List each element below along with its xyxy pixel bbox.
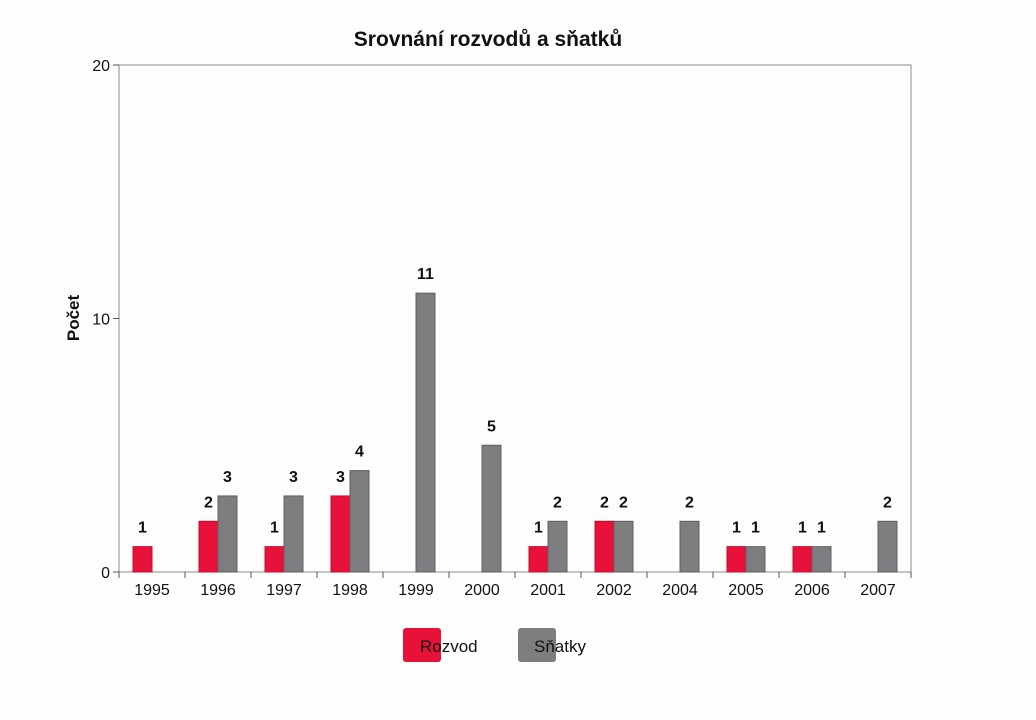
data-label-rozvod-2001: 1 — [534, 520, 543, 537]
y-tick-label: 20 — [92, 58, 110, 75]
data-label-sňatky-2005: 1 — [751, 520, 760, 537]
y-tick-label: 0 — [101, 565, 110, 582]
chart-title: Srovnání rozvodů a sňatků — [354, 28, 622, 51]
x-tick-label-1997: 1997 — [266, 582, 302, 599]
bar-rozvod-1995 — [132, 546, 153, 573]
x-tick-label-1995: 1995 — [134, 582, 170, 599]
data-label-sňatky-1998: 4 — [355, 444, 364, 461]
bar-rozvod-2001 — [528, 546, 549, 573]
bar-sňatky-2004 — [679, 520, 700, 573]
data-label-sňatky-1996: 3 — [223, 469, 232, 486]
bar-sňatky-1996 — [217, 495, 238, 573]
x-tick-label-2005: 2005 — [728, 582, 764, 599]
bar-sňatky-2000 — [481, 444, 502, 573]
axes: 0 10 20 1995 1996 1997 1998 1999 2000 2001 2002 200… — [92, 58, 912, 599]
x-tick-label-2007: 2007 — [860, 582, 896, 599]
bar-sňatky-2001 — [547, 520, 568, 573]
bar-sňatky-1999 — [415, 292, 436, 573]
data-label-sňatky-2002: 2 — [619, 494, 628, 511]
bar-sňatky-1998 — [349, 470, 370, 573]
data-label-rozvod-2002: 2 — [600, 494, 609, 511]
bar-rozvod-2005 — [726, 546, 747, 573]
data-label-sňatky-2006: 1 — [817, 520, 826, 537]
data-label-rozvod-2005: 1 — [732, 520, 741, 537]
data-label-rozvod-1995: 1 — [138, 520, 147, 537]
data-label-rozvod-2006: 1 — [798, 520, 807, 537]
bar-rozvod-1997 — [264, 546, 285, 573]
x-tick-label-2000: 2000 — [464, 582, 500, 599]
x-tick-label-2004: 2004 — [662, 582, 698, 599]
x-tick-label-2006: 2006 — [794, 582, 830, 599]
data-label-sňatky-1999: 11 — [417, 266, 434, 283]
bar-sňatky-2006 — [811, 546, 832, 573]
x-tick-label-1999: 1999 — [398, 582, 434, 599]
data-label-sňatky-2000: 5 — [487, 418, 496, 435]
bar-sňatky-2005 — [745, 546, 766, 573]
x-tick-label-2001: 2001 — [530, 582, 566, 599]
x-tick-label-2002: 2002 — [596, 582, 632, 599]
plot-frame — [118, 64, 912, 573]
data-label-sňatky-2004: 2 — [685, 494, 694, 511]
legend: Rozvod Sňatky — [403, 628, 586, 662]
x-tick-label-1998: 1998 — [332, 582, 368, 599]
x-tick-label-1996: 1996 — [200, 582, 236, 599]
bar-rozvod-1998 — [330, 495, 351, 573]
y-tick-label: 10 — [92, 312, 110, 329]
data-label-rozvod-1997: 1 — [270, 520, 279, 537]
bar-rozvod-1996 — [198, 520, 219, 573]
bar-sňatky-2007 — [877, 520, 898, 573]
data-label-sňatky-2001: 2 — [553, 494, 562, 511]
legend-swatch-sňatky — [518, 628, 556, 662]
data-label-rozvod-1996: 2 — [204, 494, 213, 511]
data-label-sňatky-2007: 2 — [883, 494, 892, 511]
bar-sňatky-2002 — [613, 520, 634, 573]
bar-sňatky-1997 — [283, 495, 304, 573]
legend-swatch-rozvod — [403, 628, 441, 662]
bars — [132, 292, 898, 573]
data-label-sňatky-1997: 3 — [289, 469, 298, 486]
legend-label-rozvod: Rozvod — [420, 637, 478, 656]
bar-rozvod-2002 — [594, 520, 615, 573]
legend-label-sňatky: Sňatky — [534, 637, 586, 656]
y-axis-label: Počet — [64, 295, 83, 342]
bar-rozvod-2006 — [792, 546, 813, 573]
data-label-rozvod-1998: 3 — [336, 469, 345, 486]
